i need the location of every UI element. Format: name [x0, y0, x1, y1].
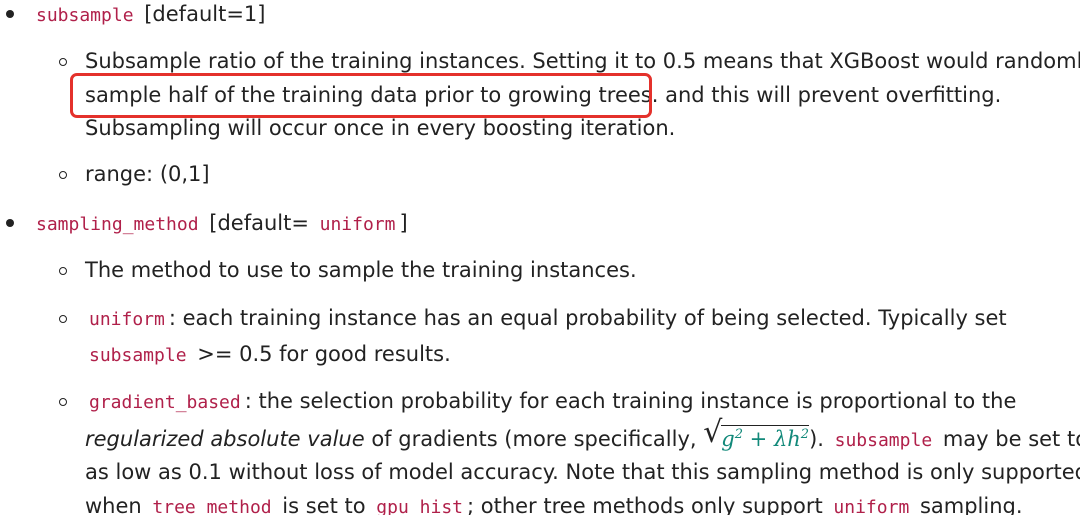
gradient-based-code-subsample: subsample [834, 430, 933, 451]
sqrt-formula: √ g2 + λh2 [703, 418, 810, 453]
uniform-code-subsample: subsample [89, 345, 187, 366]
gradient-based-line1: gradient_based: the selection probabilit… [85, 387, 1016, 415]
sub-bullet-subsample-range [59, 171, 67, 179]
uniform-text1: : each training instance has an equal pr… [168, 306, 1007, 330]
gradient-based-line2: regularized absolute value of gradients … [85, 418, 1080, 453]
gradient-based-line2-end: may be set to [936, 427, 1080, 451]
param-default-subsample: [default=1] [144, 2, 266, 26]
code-gpu-hist: gpu_hist [376, 497, 463, 515]
bullet-subsample [6, 10, 14, 18]
sub-bullet-uniform [59, 315, 67, 323]
subsample-range: range: (0,1] [85, 162, 210, 186]
sub-bullet-subsample-desc [59, 58, 67, 66]
math-lambda-h: λh [773, 427, 801, 451]
gradient-based-line4: when tree_method is set to gpu_hist; oth… [85, 492, 1023, 515]
sqrt-sign: √ [703, 415, 723, 450]
param-sampling-method-header: sampling_method [default= uniform] [32, 209, 408, 237]
subsample-desc-line2-rest: and this will prevent overfitting. [658, 83, 1002, 107]
subsample-desc-line3: Subsampling will occur once in every boo… [85, 116, 676, 140]
param-default-prefix: [default= [209, 211, 309, 235]
subsample-desc-highlighted: sample half of the training data prior t… [85, 83, 659, 107]
uniform-line2: subsample >= 0.5 for good results. [85, 340, 451, 368]
math-plus: + [742, 427, 774, 451]
gradient-based-line3: as low as 0.1 without loss of model accu… [85, 460, 1080, 484]
math-h-sup: 2 [800, 427, 810, 442]
gradient-based-line4-mid2: ; other tree methods only support [467, 494, 823, 515]
gradient-based-text1: : the selection probability for each tra… [244, 389, 1017, 413]
param-subsample-header: subsample [default=1] [32, 0, 265, 28]
math-g: g [721, 427, 735, 451]
sub-bullet-gradient-based [59, 398, 67, 406]
uniform-line1: uniform: each training instance has an e… [85, 304, 1007, 332]
param-default-suffix: ] [399, 211, 408, 235]
math-g-sup: 2 [734, 427, 743, 442]
subsample-desc-line2: sample half of the training data prior t… [85, 81, 1001, 109]
param-default-value: uniform [319, 214, 396, 235]
code-uniform: uniform [833, 497, 910, 515]
gradient-based-line2-text: of gradients (more specifically, [364, 427, 704, 451]
gradient-based-line4-pre: when [85, 494, 142, 515]
bullet-sampling-method [6, 219, 14, 227]
gradient-based-after-math: ). [809, 427, 824, 451]
gradient-based-line4-end: sampling. [913, 494, 1023, 515]
red-highlight-box [70, 73, 652, 118]
gradient-based-em: regularized absolute value [85, 427, 365, 451]
uniform-text2: >= 0.5 for good results. [190, 342, 451, 366]
code-tree-method: tree_method [152, 497, 272, 515]
sqrt-body: g2 + λh2 [721, 425, 810, 451]
param-name-subsample: subsample [36, 5, 134, 26]
gradient-based-line4-mid: is set to [275, 494, 366, 515]
param-name-sampling-method: sampling_method [36, 214, 199, 235]
option-gradient-based: gradient_based [89, 392, 241, 413]
sampling-method-desc: The method to use to sample the training… [85, 258, 637, 282]
sub-bullet-sampling-desc [59, 267, 67, 275]
subsample-desc-line1: Subsample ratio of the training instance… [85, 49, 1080, 73]
option-uniform: uniform [89, 309, 165, 330]
